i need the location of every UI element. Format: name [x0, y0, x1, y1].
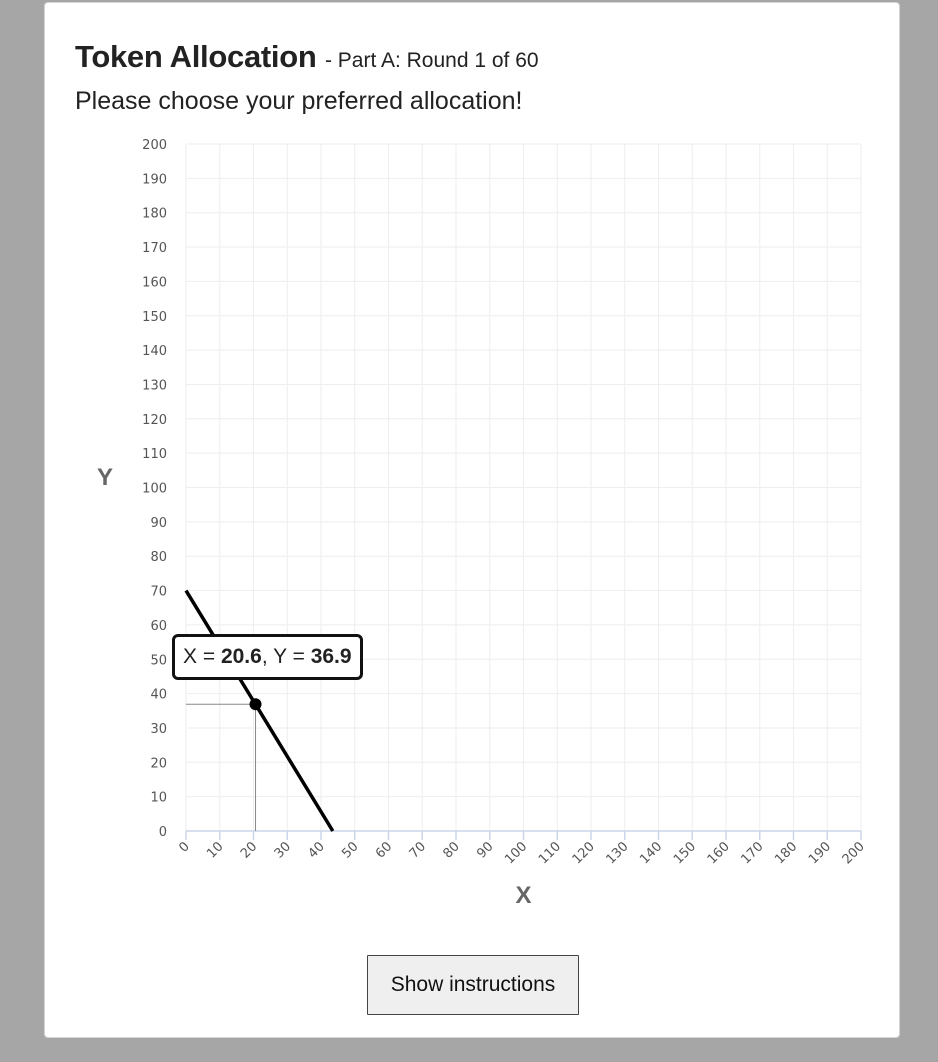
y-tick-label: 200 [142, 138, 167, 153]
round-indicator: - Part A: Round 1 of 60 [324, 49, 539, 72]
chart-tick-labels: 0102030405060708090100110120130140150160… [142, 138, 868, 867]
x-tick-label: 100 [502, 839, 530, 867]
x-tick-label: 140 [637, 839, 665, 867]
chart-marks [184, 589, 335, 832]
x-tick-label: 80 [441, 839, 463, 861]
y-tick-label: 140 [142, 344, 167, 359]
x-tick-label: 200 [840, 839, 868, 867]
y-tick-label: 20 [150, 756, 167, 771]
tooltip-separator: , Y = [261, 645, 311, 668]
x-tick-label: 160 [705, 839, 733, 867]
y-tick-label: 150 [142, 310, 167, 325]
tooltip-x-prefix: X = [183, 645, 221, 668]
y-tick-label: 10 [150, 791, 167, 806]
y-tick-label: 170 [142, 241, 167, 256]
allocation-card: Token Allocation - Part A: Round 1 of 60… [44, 2, 900, 1038]
y-tick-label: 60 [150, 619, 167, 634]
y-tick-label: 80 [150, 550, 167, 565]
y-tick-label: 190 [142, 172, 167, 187]
x-tick-label: 170 [738, 839, 766, 867]
x-tick-label: 60 [373, 839, 395, 861]
y-tick-label: 70 [150, 585, 167, 600]
y-tick-label: 130 [142, 378, 167, 393]
x-tick-label: 150 [671, 839, 699, 867]
x-tick-label: 70 [407, 839, 429, 861]
x-tick-label: 180 [772, 839, 800, 867]
allocation-prompt: Please choose your preferred allocation! [75, 87, 523, 115]
tooltip-x-value: 20.6 [220, 645, 262, 668]
x-axis-title: X [515, 882, 531, 909]
y-tick-label: 110 [142, 447, 167, 462]
y-tick-label: 0 [159, 825, 167, 840]
x-tick-label: 50 [339, 839, 361, 861]
budget-line [184, 589, 335, 832]
point-tooltip: X = 20.6, Y = 36.9 [172, 634, 363, 680]
x-tick-label: 130 [603, 839, 631, 867]
x-tick-label: 120 [570, 839, 598, 867]
x-tick-label: 190 [806, 839, 834, 867]
tooltip-y-value: 36.9 [310, 645, 352, 668]
y-tick-label: 30 [150, 722, 167, 737]
x-tick-label: 90 [474, 839, 496, 861]
x-tick-label: 110 [536, 839, 564, 867]
x-tick-label: 20 [238, 839, 260, 861]
page-title: Token Allocation [75, 39, 317, 74]
y-tick-label: 160 [142, 275, 167, 290]
y-tick-label: 100 [142, 482, 167, 497]
selected-point[interactable] [249, 698, 262, 711]
x-tick-label: 30 [272, 839, 294, 861]
y-tick-label: 50 [150, 653, 167, 668]
show-instructions-button[interactable]: Show instructions [367, 955, 579, 1015]
y-tick-label: 120 [142, 413, 167, 428]
page-header: Token Allocation - Part A: Round 1 of 60 [75, 39, 539, 75]
chart-grid [185, 143, 862, 832]
chart-axes [185, 830, 862, 840]
y-tick-label: 90 [150, 516, 167, 531]
allocation-chart[interactable]: 0102030405060708090100110120130140150160… [45, 3, 901, 933]
x-tick-label: 40 [306, 839, 328, 861]
x-tick-label: 0 [176, 839, 192, 855]
y-axis-title: Y [97, 464, 113, 491]
x-tick-label: 10 [204, 839, 226, 861]
y-tick-label: 180 [142, 207, 167, 222]
y-tick-label: 40 [150, 688, 167, 703]
